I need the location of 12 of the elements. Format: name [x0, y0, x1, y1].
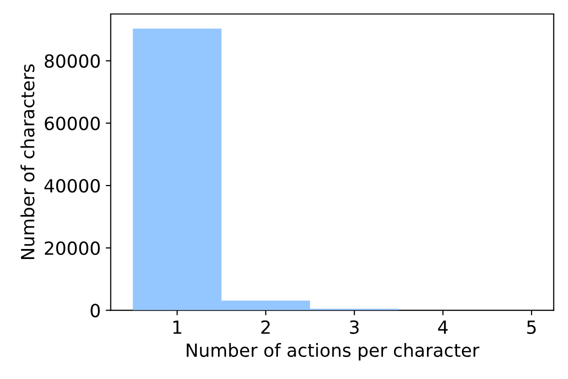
x-tick-label: 3 — [350, 320, 359, 334]
x-tick-label: 4 — [438, 320, 448, 334]
y-tick-label: 20000 — [44, 241, 100, 256]
x-tick-label: 1 — [173, 320, 182, 334]
y-tick-label: 0 — [90, 304, 100, 318]
y-tick-label: 80000 — [44, 54, 100, 68]
x-tick-label: 2 — [261, 320, 270, 334]
y-tick-label: 40000 — [44, 179, 100, 193]
x-tick-label: 5 — [527, 320, 536, 334]
y-axis-title: Number of characters — [20, 64, 34, 260]
y-tick-label: 60000 — [44, 116, 100, 130]
x-axis-title: Number of actions per character — [186, 343, 480, 361]
